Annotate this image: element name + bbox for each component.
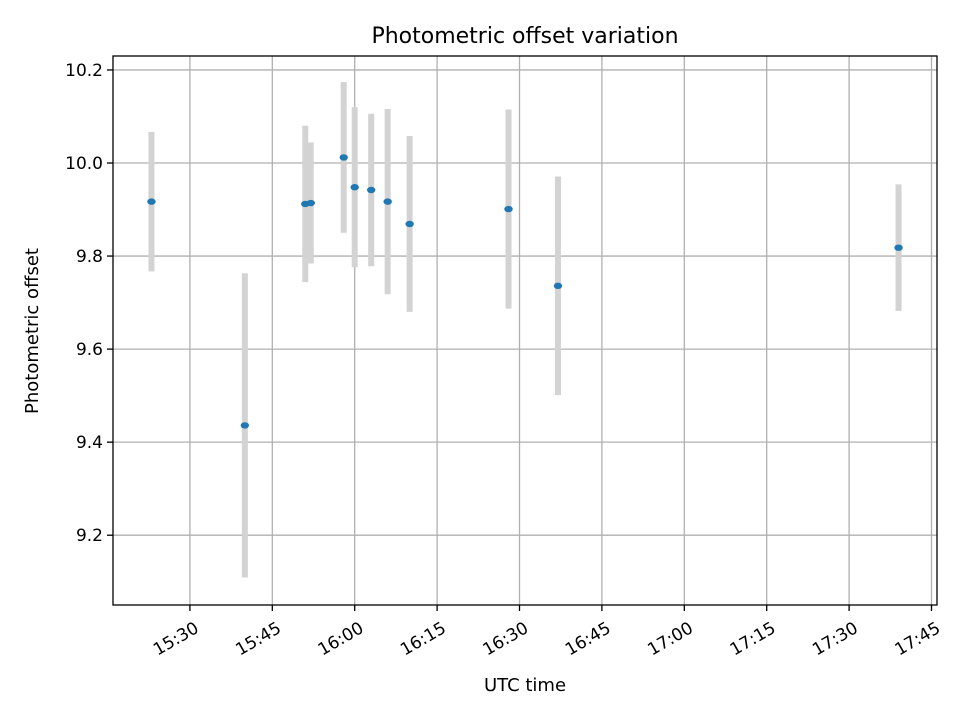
error-bars <box>148 82 902 578</box>
data-point <box>350 184 359 191</box>
plot-frame <box>112 55 938 606</box>
data-point <box>405 220 414 228</box>
y-tick-label: 10.0 <box>65 154 103 174</box>
data-point <box>553 282 563 290</box>
x-axis-label: UTC time <box>484 675 566 696</box>
x-tick-label: 17:45 <box>892 618 944 660</box>
x-tick-label: 15:30 <box>150 618 202 660</box>
data-point <box>894 244 903 251</box>
data-point <box>147 198 156 205</box>
data-point <box>504 205 513 213</box>
grid <box>113 56 937 605</box>
data-point <box>383 198 392 205</box>
x-tick-label: 16:30 <box>480 618 532 660</box>
x-tick-label: 15:45 <box>232 618 284 660</box>
x-tick-label: 17:30 <box>809 618 861 660</box>
x-tick-label: 17:15 <box>727 618 779 660</box>
x-tick-label: 16:45 <box>562 618 614 660</box>
y-tick-label: 9.2 <box>76 526 103 546</box>
y-tick-label: 9.8 <box>76 247 103 267</box>
data-point <box>306 199 315 207</box>
x-tick-label: 16:00 <box>315 618 367 660</box>
y-axis-label: Photometric offset <box>22 248 43 414</box>
axis-ticks: 15:30 15:45 16:00 16:15 16:30 16:45 17:00 17:15… <box>65 61 944 660</box>
chart-title: Photometric offset variation <box>371 24 678 49</box>
data-point <box>366 186 376 194</box>
data-point <box>240 422 250 429</box>
data-points <box>147 154 903 429</box>
y-tick-label: 9.6 <box>76 340 103 360</box>
data-point <box>339 154 348 161</box>
y-tick-label: 10.2 <box>65 61 103 81</box>
y-tick-label: 9.4 <box>76 433 103 453</box>
x-tick-label: 17:00 <box>644 618 696 660</box>
x-tick-label: 16:15 <box>397 618 449 660</box>
